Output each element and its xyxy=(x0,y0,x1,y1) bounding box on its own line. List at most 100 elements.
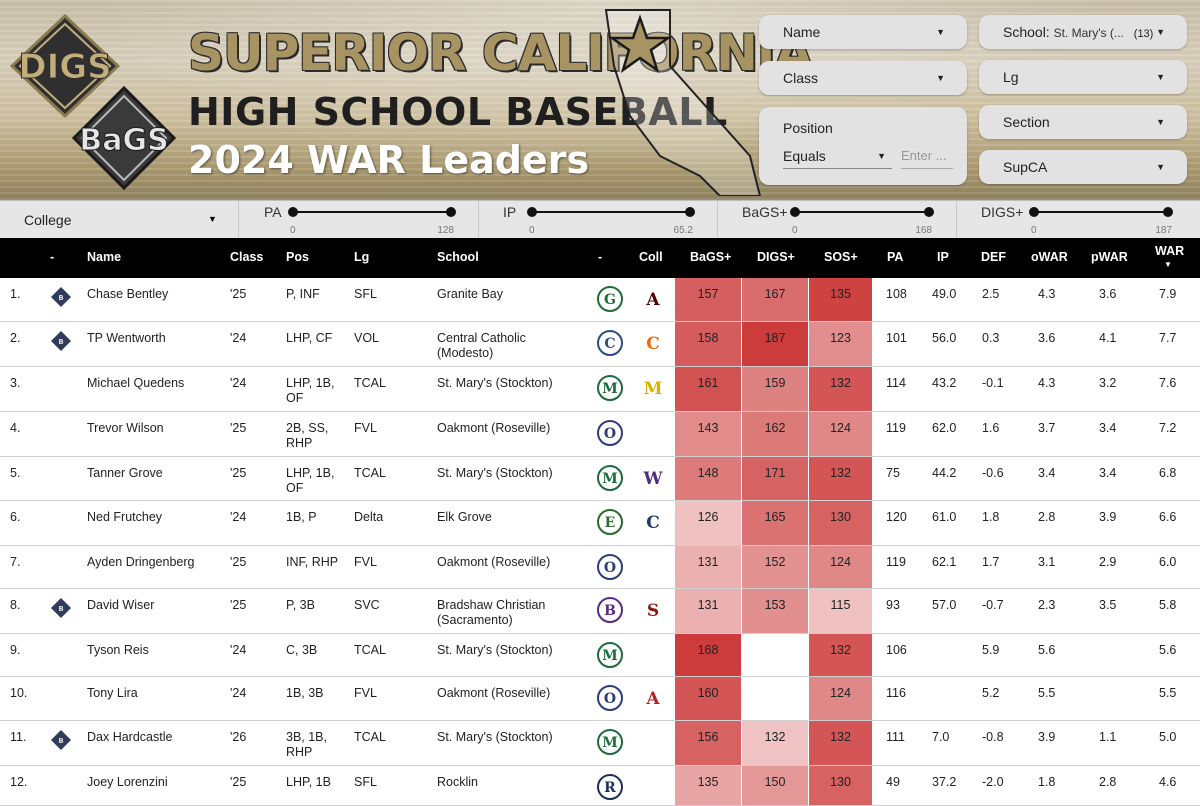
table-row[interactable]: 5. Tanner Grove '25 LHP, 1B, OF TCAL St. Mary'… xyxy=(0,457,1200,501)
player-pos: LHP, 1B xyxy=(286,775,331,790)
class-filter[interactable]: Class ▼ xyxy=(759,61,967,95)
slider-max-handle[interactable] xyxy=(685,207,695,217)
row-rank: 8. xyxy=(10,598,21,612)
slider-max-value: 128 xyxy=(437,225,454,236)
svg-text:C: C xyxy=(646,334,660,354)
ip-value: 57.0 xyxy=(932,598,957,612)
slider-max-handle[interactable] xyxy=(446,207,456,217)
lg-filter[interactable]: Lg ▼ xyxy=(979,60,1187,94)
college-filter[interactable]: College ▼ xyxy=(0,201,239,239)
digs-value: 159 xyxy=(764,376,786,390)
player-school-line: St. Mary's (Stockton) xyxy=(437,466,553,480)
row-rank: 12. xyxy=(10,775,28,789)
table-row[interactable]: 8. B David Wiser '25 P, 3B SVC Bradshaw Chris… xyxy=(0,589,1200,634)
slider-max-handle[interactable] xyxy=(1163,207,1173,217)
bags-value: 126 xyxy=(697,510,719,524)
bags-badge-icon: B xyxy=(51,730,71,750)
table-row[interactable]: 2. B TP Wentworth '24 LHP, CF VOL Central Cat… xyxy=(0,322,1200,367)
sos-cell: 123 xyxy=(809,322,872,366)
slider-min-handle[interactable] xyxy=(527,207,537,217)
pa-slider[interactable]: PA 0 128 xyxy=(240,201,479,239)
col-header-pos[interactable]: Pos xyxy=(286,250,309,264)
player-school: Elk Grove xyxy=(437,510,492,525)
section-filter[interactable]: Section ▼ xyxy=(979,105,1187,139)
table-row[interactable]: 7. Ayden Dringenberg '25 INF, RHP FVL Oakmont… xyxy=(0,546,1200,589)
col-header-school-logo[interactable]: - xyxy=(598,250,603,264)
player-league: SVC xyxy=(354,598,380,612)
svg-text:C: C xyxy=(604,336,615,352)
table-row[interactable]: 10. Tony Lira '24 1B, 3B FVL Oakmont (Rosevil… xyxy=(0,677,1200,721)
col-header-bags[interactable]: BaGS+ xyxy=(690,250,732,264)
position-operator-select[interactable]: Equals ▼ xyxy=(783,147,892,169)
col-header-war[interactable]: WAR xyxy=(1155,244,1185,258)
col-header-school[interactable]: School xyxy=(437,250,479,264)
table-row[interactable]: 4. Trevor Wilson '25 2B, SS, RHP FVL Oakmont (… xyxy=(0,412,1200,457)
col-header-def[interactable]: DEF xyxy=(981,250,1006,264)
supca-filter[interactable]: SupCA ▼ xyxy=(979,150,1187,184)
sos-value: 132 xyxy=(830,730,851,744)
caret-down-icon: ▼ xyxy=(1156,72,1165,82)
col-header-lg[interactable]: Lg xyxy=(354,250,370,264)
position-operator-value: Equals xyxy=(783,148,826,164)
sos-value: 130 xyxy=(830,775,851,789)
player-pos-line: RHP xyxy=(286,745,313,759)
player-school: Oakmont (Roseville) xyxy=(437,421,550,436)
caret-down-icon: ▼ xyxy=(1156,162,1165,172)
col-header-ip[interactable]: IP xyxy=(937,250,949,264)
player-school-line: Oakmont (Roseville) xyxy=(437,421,551,435)
pa-value: 120 xyxy=(886,510,907,524)
digs-value: 132 xyxy=(764,730,786,744)
svg-text:B: B xyxy=(58,605,63,613)
caret-down-icon: ▼ xyxy=(936,73,945,83)
sos-value: 130 xyxy=(830,510,851,524)
col-header-class[interactable]: Class xyxy=(230,250,264,264)
school-filter[interactable]: School: St. Mary's (... (13) ▼ xyxy=(979,15,1187,49)
war-value: 4.6 xyxy=(1159,775,1177,789)
table-row[interactable]: 3. Michael Quedens '24 LHP, 1B, OF TCAL St. Ma… xyxy=(0,367,1200,412)
table-row[interactable]: 9. Tyson Reis '24 C, 3B TCAL St. Mary's (Stoc… xyxy=(0,634,1200,677)
col-header-name[interactable]: Name xyxy=(87,250,122,264)
position-value-input[interactable]: Enter ... xyxy=(901,147,953,169)
ip-slider[interactable]: IP 0 65.2 xyxy=(479,201,718,239)
col-header-pwar[interactable]: pWAR xyxy=(1091,250,1128,264)
col-header-digs[interactable]: DIGS+ xyxy=(757,250,795,264)
col-header-pa[interactable]: PA xyxy=(887,250,904,264)
slider-max-value: 65.2 xyxy=(673,225,693,236)
col-header-owar[interactable]: oWAR xyxy=(1031,250,1068,264)
col-header-sos[interactable]: SOS+ xyxy=(824,250,858,264)
bags-value: 157 xyxy=(697,287,719,301)
table-row[interactable]: 6. Ned Frutchey '24 1B, P Delta Elk Grove E C… xyxy=(0,501,1200,546)
player-pos-line: LHP, CF xyxy=(286,331,333,345)
ip-value: 62.0 xyxy=(932,421,957,435)
sos-value: 124 xyxy=(830,421,851,435)
school-filter-label: School: St. Mary's (... (13) xyxy=(1003,24,1153,40)
bags-value: 131 xyxy=(697,555,719,569)
def-value: -0.8 xyxy=(982,730,1004,744)
player-school: Bradshaw Christian (Sacramento) xyxy=(437,598,545,628)
col-header-badge[interactable]: - xyxy=(50,250,55,264)
svg-text:B: B xyxy=(58,294,63,302)
table-row[interactable]: 11. B Dax Hardcastle '26 3B, 1B, RHP TCAL St. … xyxy=(0,721,1200,766)
sos-cell: 124 xyxy=(809,546,872,588)
player-pos-line: RHP xyxy=(286,436,313,450)
digs-slider[interactable]: DIGS+ 0 187 xyxy=(957,201,1200,239)
slider-min-handle[interactable] xyxy=(1029,207,1039,217)
stanford-logo: S xyxy=(642,599,664,621)
owar-value: 3.4 xyxy=(1038,466,1056,480)
slider-max-handle[interactable] xyxy=(924,207,934,217)
school-filter-title: School: xyxy=(1003,24,1050,40)
table-row[interactable]: 12. Joey Lorenzini '25 LHP, 1B SFL Rocklin R 1… xyxy=(0,766,1200,806)
oakmont-logo: O xyxy=(597,420,623,446)
digs-value: 150 xyxy=(764,775,786,789)
slider-min-handle[interactable] xyxy=(288,207,298,217)
pa-value: 111 xyxy=(886,730,906,744)
player-pos: LHP, CF xyxy=(286,331,332,346)
name-filter[interactable]: Name ▼ xyxy=(759,15,967,49)
bags-value: 161 xyxy=(697,376,719,390)
st-marys-logo: M xyxy=(597,375,623,401)
bags-slider[interactable]: BaGS+ 0 168 xyxy=(718,201,957,239)
slider-min-handle[interactable] xyxy=(790,207,800,217)
table-row[interactable]: 1. B Chase Bentley '25 P, INF SFL Granite Bay… xyxy=(0,278,1200,322)
col-header-coll[interactable]: Coll xyxy=(639,250,663,264)
elk-grove-logo: E xyxy=(597,509,623,535)
